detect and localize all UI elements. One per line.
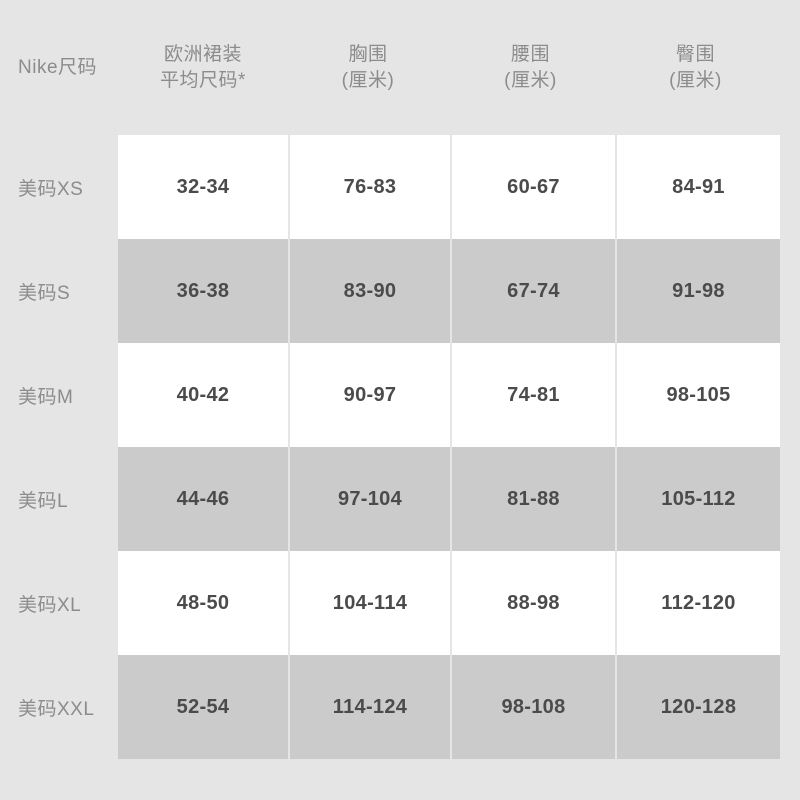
cell-waist-xl: 88-98	[452, 551, 615, 655]
cell-hip-xxl: 120-128	[617, 655, 780, 759]
table-row: 美码L 44-46 97-104 81-88 105-112	[0, 447, 800, 551]
column-header-waist-line2: (厘米)	[504, 69, 557, 91]
table-row: 美码XXL 52-54 114-124 98-108 120-128	[0, 655, 800, 759]
column-header-hip: 臀围 (厘米)	[613, 42, 778, 94]
row-label-xs: 美码XS	[0, 135, 118, 239]
column-header-eu-dress-size: 欧洲裙装 平均尺码*	[118, 42, 288, 94]
row-label-l: 美码L	[0, 447, 118, 551]
table-row: 美码M 40-42 90-97 74-81 98-105	[0, 343, 800, 447]
cell-hip-xl: 112-120	[617, 551, 780, 655]
column-header-eu-dress-size-line2: 平均尺码*	[160, 69, 246, 91]
cell-bust-xs: 76-83	[290, 135, 450, 239]
cell-bust-s: 83-90	[290, 239, 450, 343]
table-row: 美码XS 32-34 76-83 60-67 84-91	[0, 135, 800, 239]
column-header-waist: 腰围 (厘米)	[448, 42, 613, 94]
row-trailing-gap	[780, 135, 800, 239]
column-header-bust: 胸围 (厘米)	[288, 42, 448, 94]
cell-eu-dress-xl: 48-50	[118, 551, 288, 655]
row-trailing-gap	[780, 655, 800, 759]
row-trailing-gap	[780, 343, 800, 447]
table-row: 美码S 36-38 83-90 67-74 91-98	[0, 239, 800, 343]
cell-eu-dress-l: 44-46	[118, 447, 288, 551]
cell-waist-m: 74-81	[452, 343, 615, 447]
cell-waist-xs: 60-67	[452, 135, 615, 239]
row-label-m: 美码M	[0, 343, 118, 447]
cell-hip-l: 105-112	[617, 447, 780, 551]
row-trailing-gap	[780, 551, 800, 655]
cell-waist-l: 81-88	[452, 447, 615, 551]
column-header-waist-line1: 腰围	[510, 43, 550, 65]
table-row: 美码XL 48-50 104-114 88-98 112-120	[0, 551, 800, 655]
column-header-eu-dress-size-line1: 欧洲裙装	[163, 43, 242, 65]
row-trailing-gap	[780, 239, 800, 343]
cell-eu-dress-xxl: 52-54	[118, 655, 288, 759]
cell-waist-s: 67-74	[452, 239, 615, 343]
table-body: 美码XS 32-34 76-83 60-67 84-91 美码S 36-38 8…	[0, 135, 800, 759]
cell-bust-l: 97-104	[290, 447, 450, 551]
row-label-s: 美码S	[0, 239, 118, 343]
column-header-hip-line2: (厘米)	[669, 69, 722, 91]
cell-bust-xxl: 114-124	[290, 655, 450, 759]
column-header-hip-line1: 臀围	[675, 43, 715, 65]
cell-eu-dress-xs: 32-34	[118, 135, 288, 239]
column-header-nike-size: Nike尺码	[0, 55, 118, 81]
cell-eu-dress-s: 36-38	[118, 239, 288, 343]
column-header-bust-line2: (厘米)	[341, 69, 395, 91]
cell-eu-dress-m: 40-42	[118, 343, 288, 447]
cell-hip-m: 98-105	[617, 343, 780, 447]
column-header-bust-line1: 胸围	[348, 43, 388, 65]
column-header-nike-size-line1: Nike尺码	[18, 56, 98, 78]
cell-hip-xs: 84-91	[617, 135, 780, 239]
cell-bust-m: 90-97	[290, 343, 450, 447]
row-label-xl: 美码XL	[0, 551, 118, 655]
cell-hip-s: 91-98	[617, 239, 780, 343]
row-label-xxl: 美码XXL	[0, 655, 118, 759]
row-trailing-gap	[780, 447, 800, 551]
cell-waist-xxl: 98-108	[452, 655, 615, 759]
table-header-row: Nike尺码 欧洲裙装 平均尺码* 胸围 (厘米) 腰围 (厘米) 臀围 (厘米…	[0, 0, 800, 135]
cell-bust-xl: 104-114	[290, 551, 450, 655]
